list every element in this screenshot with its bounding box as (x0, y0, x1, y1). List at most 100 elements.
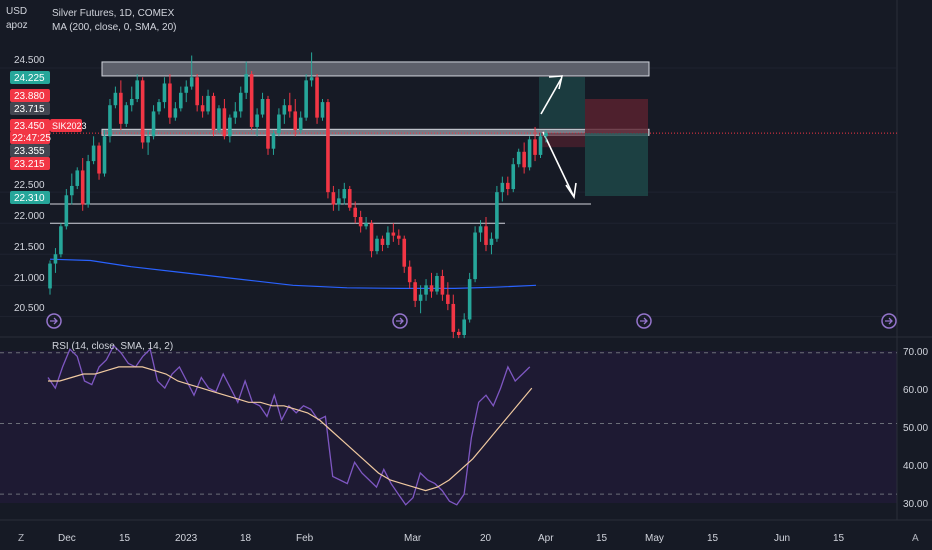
candle-body (124, 105, 129, 124)
candle-body (206, 95, 210, 112)
time-tick: 15 (596, 533, 608, 544)
time-tick: Feb (296, 533, 314, 544)
candles (48, 52, 548, 339)
time-tick: Dec (58, 533, 76, 544)
candle-body (407, 266, 412, 283)
candle-body (456, 331, 461, 335)
drawings[interactable] (50, 61, 897, 224)
candle-body (337, 198, 341, 205)
candle-body (397, 235, 401, 239)
price-tag: 23.215 (14, 159, 45, 170)
candle-body (538, 136, 543, 155)
candle-body (80, 170, 85, 205)
candle-body (424, 285, 428, 295)
candle-body (195, 77, 199, 106)
candle-body (75, 170, 80, 186)
time-tick: 18 (240, 533, 252, 544)
time-tick: 20 (480, 533, 492, 544)
candle-body (451, 303, 456, 332)
time-axis[interactable]: Dec 15 2023 18 Feb Mar 20 Apr 15 May 15 … (18, 533, 919, 544)
candle-body (418, 294, 423, 301)
price-tag-bg (10, 119, 50, 132)
candle-body (48, 263, 52, 289)
resistance-rectangle (101, 61, 650, 77)
rsi-line (47, 344, 531, 506)
up-arrow-head (548, 75, 564, 90)
candle-body (91, 145, 96, 162)
price-axis[interactable]: 24.500 22.500 22.000 21.500 21.000 20.50… (14, 55, 45, 314)
candle-body (222, 108, 227, 137)
candle-body (506, 182, 510, 190)
candle-body (162, 83, 167, 103)
current-price-tag: 23.450 (14, 121, 45, 132)
up-arrow-line (540, 78, 562, 115)
rsi-tick: 40.00 (903, 461, 928, 472)
candle-body (533, 139, 537, 155)
candle-body (489, 238, 494, 245)
price-tick: 20.500 (14, 303, 45, 314)
price-tick: 21.000 (14, 273, 45, 284)
candle-body (467, 279, 472, 320)
candle-body (53, 254, 58, 264)
candle-body (129, 99, 134, 106)
price-tick: 22.000 (14, 211, 45, 222)
chart-title: Silver Futures, 1D, COMEX (52, 8, 175, 19)
event-marker-icon[interactable] (392, 313, 408, 329)
price-tag-bg (10, 144, 50, 157)
candle-body (375, 238, 379, 252)
candle-body (544, 133, 548, 137)
candle-body (233, 111, 238, 118)
event-marker-icon[interactable] (881, 313, 897, 329)
candle-body (326, 102, 330, 193)
candle-body (189, 77, 194, 87)
candle-body (380, 238, 385, 245)
rsi-tick: 30.00 (903, 499, 928, 510)
candle-body (217, 108, 221, 131)
user-label: apoz (6, 20, 28, 31)
time-tick: 15 (833, 533, 845, 544)
candle-body (59, 226, 63, 255)
event-markers[interactable] (46, 313, 897, 329)
candle-body (288, 105, 292, 112)
rsi-axis[interactable]: 70.00 60.00 50.00 40.00 30.00 (903, 347, 928, 510)
candle-body (146, 136, 150, 143)
candle-body (173, 108, 178, 118)
candle-body (495, 192, 499, 239)
time-tick: May (645, 533, 664, 544)
candle-body (151, 111, 156, 137)
candle-body (119, 92, 123, 124)
candle-body (266, 99, 270, 149)
current-price-rectangle (101, 128, 650, 136)
time-tick: Jun (774, 533, 790, 544)
rsi-ma-line (48, 366, 533, 492)
candle-body (113, 92, 118, 106)
candle-body (478, 226, 483, 233)
candle-body (413, 282, 417, 301)
timezone-icon[interactable]: Z (18, 533, 24, 544)
price-tag: 23.880 (14, 91, 45, 102)
candle-body (238, 92, 243, 112)
candle-body (358, 217, 363, 227)
candle-body (298, 117, 303, 131)
short-position-stop (585, 99, 648, 134)
candle-body (309, 77, 314, 81)
event-marker-icon[interactable] (636, 313, 652, 329)
rsi-tick: 50.00 (903, 423, 928, 434)
candle-body (140, 80, 145, 143)
countdown-tag: 22:47:25 (12, 133, 51, 144)
candle-body (331, 192, 336, 205)
price-tag: 23.715 (14, 104, 45, 115)
candle-body (211, 95, 216, 131)
time-tick: Apr (538, 533, 554, 544)
short-position-target (585, 133, 648, 196)
candle-body (304, 80, 308, 118)
event-marker-icon[interactable] (46, 313, 62, 329)
candle-body (135, 80, 139, 99)
ma-indicator-label: MA (200, close, 0, SMA, 20) (52, 22, 177, 33)
rsi-indicator-label: RSI (14, close, SMA, 14, 2) (52, 341, 173, 352)
time-tick: 15 (707, 533, 719, 544)
candle-body (347, 189, 352, 208)
auto-scale-icon[interactable]: A (912, 533, 919, 544)
candle-body (527, 139, 532, 168)
